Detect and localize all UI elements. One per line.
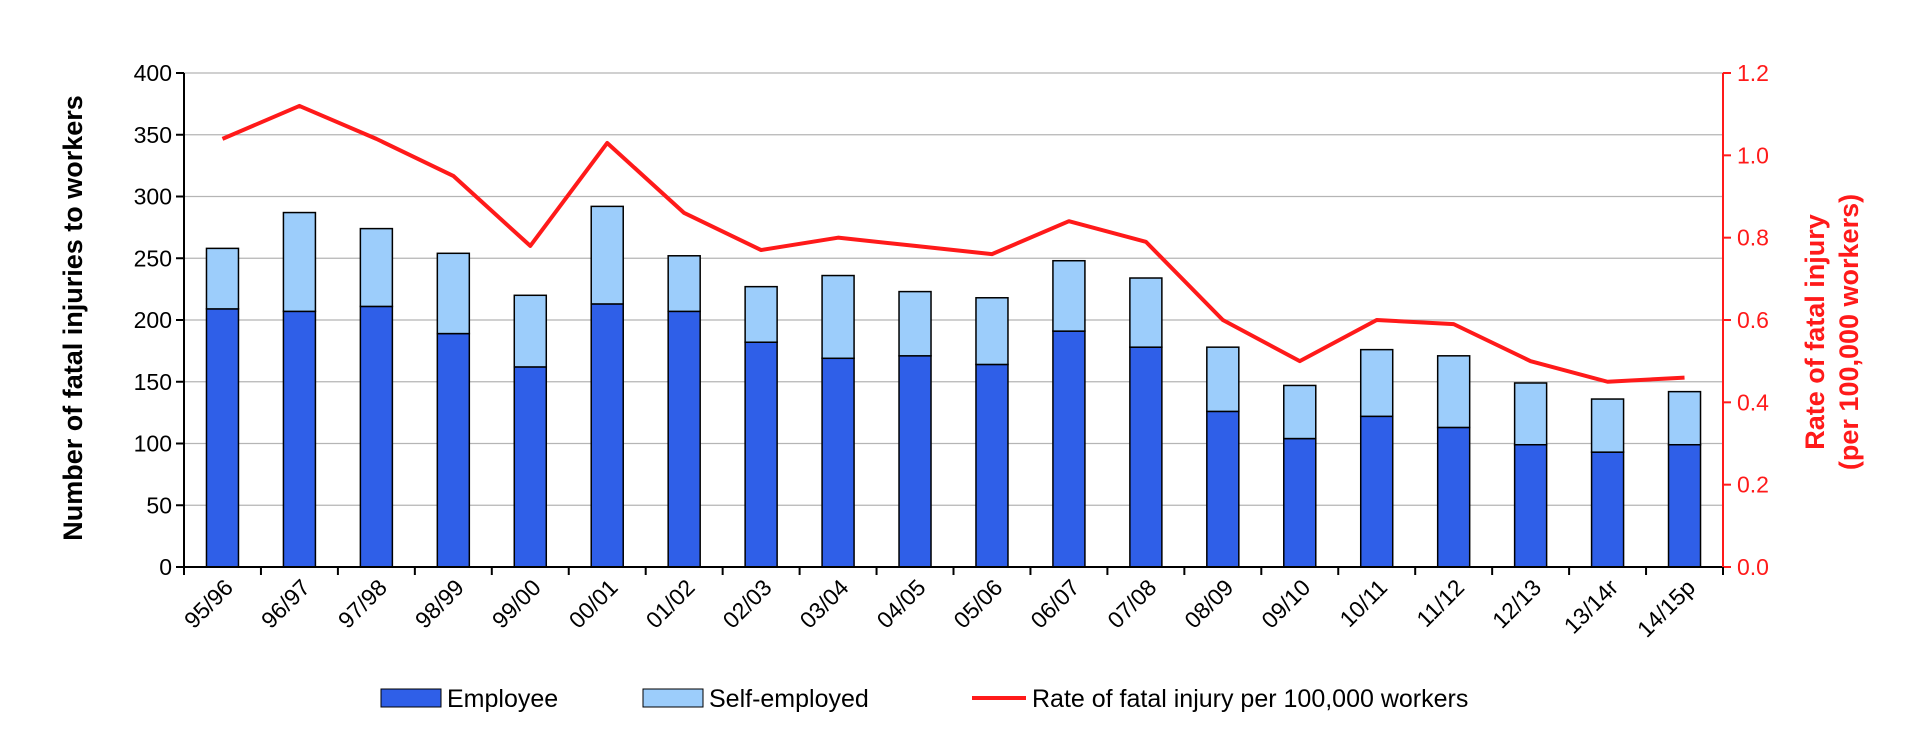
y2-tick-label: 1.0	[1737, 142, 1769, 168]
x-tick-label: 09/10	[1256, 574, 1315, 633]
x-tick-label: 13/14r	[1559, 574, 1624, 639]
y-tick-label: 0	[159, 554, 172, 580]
bar-self-employed	[975, 297, 1009, 366]
y-tick-label: 200	[134, 307, 172, 333]
bars	[205, 205, 1702, 568]
bar-employee	[436, 332, 471, 568]
y-tick-label: 300	[134, 184, 172, 210]
y2-tick-label: 0.0	[1737, 554, 1769, 580]
bar-self-employed	[1129, 277, 1163, 348]
bar-employee	[1359, 415, 1394, 568]
x-tick-label: 98/99	[410, 574, 469, 633]
x-axis-ticks: 95/96 96/97 97/98 98/99 99/00 00/01 01/02 02/03…	[179, 567, 1724, 642]
gridlines	[184, 72, 1723, 506]
x-tick-label: 04/05	[871, 574, 930, 633]
rate-series-line	[221, 103, 1685, 384]
bar-employee	[205, 308, 240, 568]
bar-self-employed	[359, 227, 394, 308]
legend-swatch-self-employed	[642, 688, 704, 708]
x-tick-label: 96/97	[256, 574, 315, 633]
legend-label-self-employed: Self-employed	[709, 685, 869, 713]
x-tick-label: 95/96	[179, 574, 238, 633]
x-tick-label: 08/09	[1179, 574, 1238, 633]
bar-self-employed	[667, 255, 701, 313]
bar-employee	[590, 303, 624, 568]
x-tick-label: 00/01	[564, 574, 623, 633]
bar-self-employed	[590, 205, 624, 305]
y-tick-label: 250	[134, 245, 172, 271]
legend: Employee Self-employed Rate of fatal inj…	[380, 685, 1468, 713]
bar-employee	[1590, 451, 1625, 568]
bar-employee	[1206, 410, 1240, 568]
bar-employee	[821, 357, 855, 568]
bar-employee	[359, 305, 394, 568]
x-tick-label: 97/98	[333, 574, 392, 633]
bar-employee	[513, 366, 548, 568]
bar-self-employed	[1590, 398, 1625, 453]
bar-self-employed	[1359, 348, 1394, 418]
bar-employee	[1052, 330, 1086, 568]
bar-employee	[1129, 346, 1163, 568]
y-tick-label: 150	[134, 369, 172, 395]
bar-employee	[1513, 443, 1548, 568]
bar-self-employed	[1436, 355, 1471, 429]
bar-self-employed	[282, 211, 317, 313]
x-tick-label: 99/00	[487, 574, 546, 633]
y-tick-label: 100	[134, 431, 172, 457]
y2-tick-label: 0.4	[1737, 389, 1769, 415]
y2-axis-title-line2: (per 100,000 workers)	[1834, 194, 1864, 470]
bar-self-employed	[1667, 390, 1702, 446]
bar-employee	[975, 363, 1009, 568]
x-tick-label: 03/04	[795, 574, 854, 633]
x-tick-label: 11/12	[1411, 574, 1469, 632]
y2-tick-label: 0.8	[1737, 225, 1769, 251]
x-tick-label: 01/02	[641, 574, 700, 633]
bar-employee	[1283, 437, 1317, 568]
bar-employee	[282, 310, 317, 568]
y-tick-label: 400	[134, 60, 172, 86]
y2-tick-label: 0.2	[1737, 472, 1769, 498]
bar-self-employed	[744, 285, 778, 343]
bar-self-employed	[436, 252, 471, 335]
y2-tick-label: 0.6	[1737, 307, 1769, 333]
legend-label-rate: Rate of fatal injury per 100,000 workers	[1032, 685, 1468, 713]
y-axis-title: Number of fatal injuries to workers	[58, 95, 88, 541]
y2-tick-label: 1.2	[1737, 60, 1769, 86]
bar-employee	[667, 310, 701, 568]
x-tick-label: 14/15p	[1632, 574, 1700, 642]
x-tick-label: 10/11	[1334, 574, 1392, 632]
rate-line	[221, 103, 1685, 384]
bar-self-employed	[1206, 346, 1240, 413]
y-tick-label: 50	[146, 492, 172, 518]
bar-employee	[898, 355, 932, 568]
bar-employee	[1667, 443, 1702, 568]
y2-axis-ticks: 0.0 0.2 0.4 0.6 0.8 1.0 1.2	[1723, 60, 1769, 580]
y-tick-label: 350	[134, 122, 172, 148]
x-tick-label: 12/13	[1487, 574, 1546, 633]
y2-axis-title-line1: Rate of fatal injury	[1800, 214, 1830, 450]
bar-employee	[1436, 426, 1471, 568]
x-tick-label: 06/07	[1025, 574, 1084, 633]
legend-label-employee: Employee	[447, 685, 558, 713]
x-tick-label: 02/03	[718, 574, 777, 633]
bar-self-employed	[1283, 384, 1317, 440]
y-axis-ticks: 0 50 100 150 200 250 300 350 400	[134, 60, 184, 580]
bar-employee	[744, 341, 778, 568]
bar-self-employed	[1513, 382, 1548, 446]
bar-self-employed	[1052, 259, 1086, 332]
x-tick-label: 07/08	[1102, 574, 1161, 633]
bar-self-employed	[205, 247, 240, 310]
bar-self-employed	[513, 294, 548, 368]
bar-self-employed	[898, 290, 932, 357]
bar-self-employed	[821, 274, 855, 360]
x-tick-label: 05/06	[948, 574, 1007, 633]
legend-swatch-employee	[380, 688, 442, 708]
